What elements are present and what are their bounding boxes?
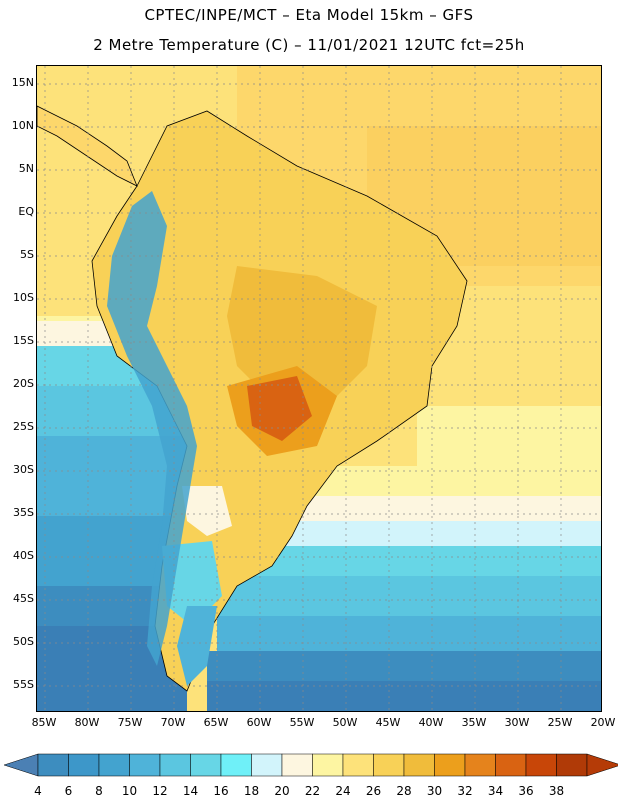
- colorbar-tick-label: 12: [152, 784, 168, 798]
- colorbar-right-arrow: [586, 753, 618, 777]
- lat-tick-label: 15S: [13, 334, 34, 347]
- colorbar-swatch: [129, 753, 161, 777]
- colorbar-left-arrow: [3, 753, 39, 777]
- colorbar-tick-label: 20: [274, 784, 290, 798]
- colorbar-tick-label: 30: [426, 784, 443, 798]
- lon-tick-label: 35W: [461, 716, 487, 729]
- lat-tick-label: 35S: [13, 506, 34, 519]
- map-subtitle: 2 Metre Temperature (C) – 11/01/2021 12U…: [93, 36, 525, 54]
- lon-tick-label: 80W: [74, 716, 100, 729]
- lat-tick-label: 15N: [11, 76, 34, 89]
- lon-tick-label: 45W: [375, 716, 401, 729]
- colorbar-swatch: [525, 753, 557, 777]
- lon-tick-label: 25W: [547, 716, 573, 729]
- colorbar-tick-label: 18: [243, 784, 260, 798]
- colorbar-swatch: [251, 753, 283, 777]
- colorbar-swatch: [373, 753, 405, 777]
- lat-tick-label: 20S: [13, 377, 34, 390]
- lat-tick-label: 10S: [13, 291, 34, 304]
- lon-tick-label: 40W: [418, 716, 444, 729]
- colorbar-tick-label: 4: [34, 784, 42, 798]
- colorbar-tick-label: 8: [95, 784, 103, 798]
- colorbar-swatch: [403, 753, 435, 777]
- lon-tick-label: 20W: [590, 716, 616, 729]
- lon-tick-label: 30W: [504, 716, 530, 729]
- colorbar-tick-label: 32: [457, 784, 473, 798]
- lon-tick-label: 55W: [289, 716, 315, 729]
- colorbar-tick-label: 14: [182, 784, 199, 798]
- colorbar-tick-label: 36: [518, 784, 534, 798]
- lon-tick-label: 85W: [31, 716, 57, 729]
- colorbar-swatch: [434, 753, 466, 777]
- lat-tick-label: 50S: [13, 635, 34, 648]
- lon-tick-label: 65W: [203, 716, 229, 729]
- colorbar-tick-label: 28: [396, 784, 412, 798]
- lon-tick-label: 60W: [246, 716, 272, 729]
- map-title: CPTEC/INPE/MCT – Eta Model 15km – GFS: [144, 6, 474, 24]
- colorbar-swatch: [464, 753, 496, 777]
- colorbar-swatch: [159, 753, 191, 777]
- colorbar-tick-label: 6: [64, 784, 73, 798]
- lon-tick-label: 75W: [117, 716, 143, 729]
- temperature-map: [36, 65, 602, 712]
- colorbar-tick-label: 16: [213, 784, 229, 798]
- colorbar-tick-label: 24: [335, 784, 351, 798]
- lat-tick-label: 30S: [13, 463, 34, 476]
- colorbar-swatch: [281, 753, 313, 777]
- lon-tick-label: 50W: [332, 716, 358, 729]
- lat-tick-label: 55S: [13, 678, 34, 691]
- map-canvas: [37, 66, 601, 711]
- lat-tick-label: 40S: [13, 549, 34, 562]
- lat-tick-label: 25S: [13, 420, 34, 433]
- colorbar-swatch: [495, 753, 527, 777]
- colorbar-swatch: [312, 753, 344, 777]
- colorbar-swatch: [68, 753, 100, 777]
- colorbar-tick-label: 10: [121, 784, 138, 798]
- colorbar: [3, 753, 618, 777]
- lat-tick-label: 45S: [13, 592, 34, 605]
- colorbar-tick-label: 38: [548, 784, 565, 798]
- colorbar-tick-label: 22: [304, 784, 321, 798]
- colorbar-tick-label: 34: [487, 784, 504, 798]
- colorbar-swatch: [190, 753, 222, 777]
- lat-tick-label: 10N: [11, 119, 34, 132]
- colorbar-tick-label: 26: [365, 784, 382, 798]
- colorbar-swatch: [556, 753, 588, 777]
- colorbar-swatch: [342, 753, 374, 777]
- colorbar-swatch: [37, 753, 69, 777]
- colorbar-swatch: [98, 753, 130, 777]
- colorbar-swatch: [220, 753, 252, 777]
- lon-tick-label: 70W: [160, 716, 186, 729]
- lat-tick-label: 5N: [18, 162, 34, 175]
- lat-tick-label: 5S: [20, 248, 34, 261]
- lat-tick-label: EQ: [18, 205, 34, 218]
